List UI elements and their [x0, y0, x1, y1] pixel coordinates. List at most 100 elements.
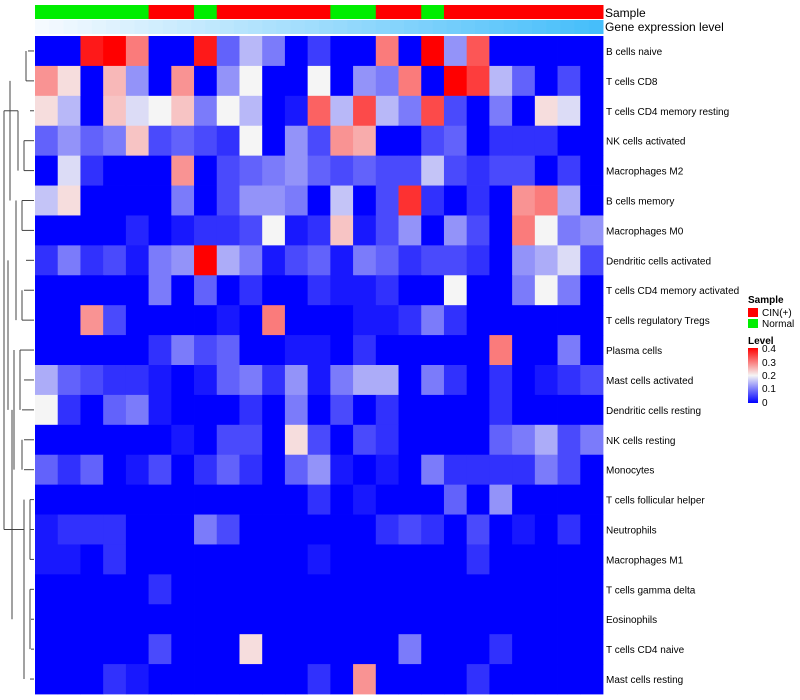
heatmap-cell — [194, 335, 218, 366]
heatmap-cell — [103, 275, 127, 306]
heatmap-cell — [103, 664, 127, 695]
heatmap-cell — [489, 36, 513, 67]
legend-swatch-normal — [748, 319, 758, 328]
heatmap-cell — [466, 65, 490, 97]
heatmap-cell — [35, 514, 59, 545]
heatmap-cell — [35, 36, 59, 67]
heatmap-cell — [125, 335, 149, 366]
heatmap-cell — [148, 125, 172, 157]
heatmap-cell — [353, 275, 377, 306]
heatmap-cell — [489, 634, 513, 665]
heatmap-cell — [489, 365, 513, 396]
sample-cell — [534, 5, 559, 19]
heatmap-cell — [580, 305, 604, 336]
heatmap-cell — [489, 275, 513, 306]
heatmap-cell — [375, 36, 399, 67]
heatmap-cell — [103, 36, 127, 67]
heatmap-cell — [57, 305, 81, 336]
heatmap-cell — [330, 454, 354, 486]
heatmap-cell — [534, 215, 558, 246]
heatmap-cell — [443, 215, 468, 246]
heatmap-cell — [489, 125, 513, 157]
heatmap-cell — [353, 245, 377, 276]
heatmap-cell — [307, 634, 331, 665]
heatmap-cell — [443, 155, 468, 186]
heatmap-cell — [557, 604, 581, 635]
heatmap-cell — [489, 394, 513, 426]
expression-level-cell — [588, 20, 604, 34]
heatmap-cell — [398, 305, 422, 336]
heatmap-cell — [284, 125, 309, 157]
heatmap-cell — [35, 305, 59, 336]
heatmap-cell — [534, 245, 558, 276]
heatmap-cell — [443, 305, 468, 336]
heatmap-cell — [239, 155, 263, 186]
expression-level-cell — [148, 20, 164, 34]
sample-cell — [194, 5, 218, 19]
heatmap-cell — [57, 544, 81, 575]
sample-cell — [330, 5, 354, 19]
heatmap-cell — [557, 454, 581, 486]
heatmap-cell — [103, 604, 127, 635]
row-label: T cells CD4 naive — [606, 645, 685, 656]
heatmap-cell — [284, 365, 309, 396]
heatmap-cell — [125, 394, 149, 426]
heatmap-cell — [398, 394, 422, 426]
row-label: NK cells activated — [606, 137, 685, 148]
heatmap-cell — [398, 365, 422, 396]
heatmap-cell — [330, 305, 354, 336]
sample-cell — [580, 5, 604, 19]
heatmap-cell — [171, 544, 195, 575]
heatmap-cell — [194, 65, 218, 97]
heatmap-cell — [557, 424, 581, 456]
heatmap-cell — [239, 215, 263, 246]
sample-cell — [489, 5, 513, 19]
heatmap-cell — [148, 484, 172, 515]
heatmap-cell — [330, 155, 354, 186]
heatmap-cell — [375, 155, 399, 186]
sample-cell — [125, 5, 150, 19]
heatmap-cell — [125, 95, 149, 127]
heatmap-cell — [580, 365, 604, 396]
heatmap-cell — [262, 215, 286, 246]
expression-level-cell — [418, 20, 434, 34]
heatmap-cell — [512, 335, 536, 366]
heatmap-cell — [307, 484, 331, 515]
heatmap-cell — [466, 484, 490, 515]
sample-cell — [171, 5, 195, 19]
heatmap-cell — [466, 664, 490, 695]
heatmap-cell — [375, 215, 399, 246]
heatmap-cell — [375, 394, 399, 426]
heatmap-cell — [35, 95, 59, 127]
heatmap-cell — [443, 365, 468, 396]
heatmap-cell — [466, 424, 490, 456]
legend-swatch-cin — [748, 308, 758, 317]
heatmap-cell — [375, 634, 399, 665]
heatmap-cell — [284, 664, 309, 695]
heatmap-cell — [534, 394, 558, 426]
expression-level-cell — [91, 20, 107, 34]
heatmap-cell — [421, 275, 445, 306]
heatmap-cell — [148, 335, 172, 366]
heatmap-cell — [125, 305, 149, 336]
heatmap-cell — [284, 65, 309, 97]
heatmap-cell — [80, 335, 104, 366]
expression-level-cell — [162, 20, 178, 34]
heatmap-cell — [534, 185, 558, 216]
expression-level-cell — [191, 20, 206, 34]
heatmap-cell — [443, 36, 468, 67]
heatmap-cell — [35, 185, 59, 216]
heatmap-cell — [194, 185, 218, 216]
heatmap-cell — [148, 275, 172, 306]
heatmap-cell — [262, 664, 286, 695]
heatmap-cell — [148, 424, 172, 456]
heatmap-cell — [353, 365, 377, 396]
sample-annotation-track — [35, 5, 604, 19]
heatmap-cell — [103, 305, 127, 336]
sample-track-label: Sample — [605, 6, 646, 20]
heatmap-cell — [125, 185, 149, 216]
heatmap-cell — [80, 95, 104, 127]
heatmap-cell — [489, 65, 513, 97]
heatmap-cell — [80, 604, 104, 635]
heatmap-cell — [580, 245, 604, 276]
